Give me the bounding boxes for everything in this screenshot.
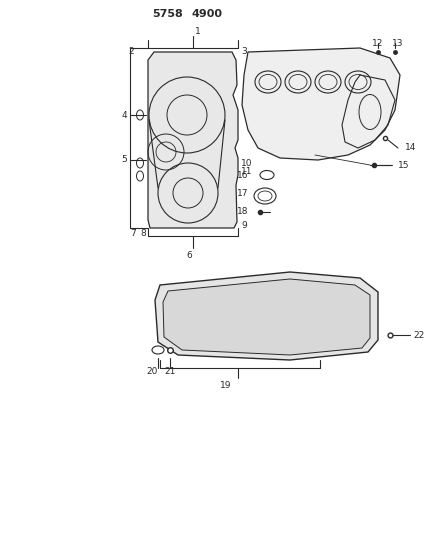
Text: 10: 10 [241,158,253,167]
Text: 9: 9 [241,222,247,230]
Text: 21: 21 [164,367,175,376]
Text: 12: 12 [372,38,383,47]
Text: 2: 2 [128,47,134,56]
Text: 1: 1 [195,28,201,36]
Text: 5758: 5758 [152,9,183,19]
Polygon shape [148,52,238,228]
Text: 15: 15 [398,160,410,169]
Text: 5: 5 [121,156,127,165]
Polygon shape [163,279,370,355]
Text: 16: 16 [237,171,248,180]
Polygon shape [155,272,378,360]
Text: 11: 11 [241,166,253,175]
Text: 20: 20 [146,367,158,376]
Text: 13: 13 [392,38,404,47]
Text: 18: 18 [237,207,248,216]
Text: 7: 7 [130,229,136,238]
Text: 3: 3 [241,47,247,56]
Text: 4900: 4900 [192,9,223,19]
Text: 19: 19 [220,381,232,390]
Text: 8: 8 [140,229,146,238]
Polygon shape [242,48,400,160]
Text: 14: 14 [405,143,416,152]
Text: 22: 22 [413,330,424,340]
Text: 17: 17 [237,189,248,198]
Text: 4: 4 [122,110,127,119]
Text: 6: 6 [186,252,192,261]
